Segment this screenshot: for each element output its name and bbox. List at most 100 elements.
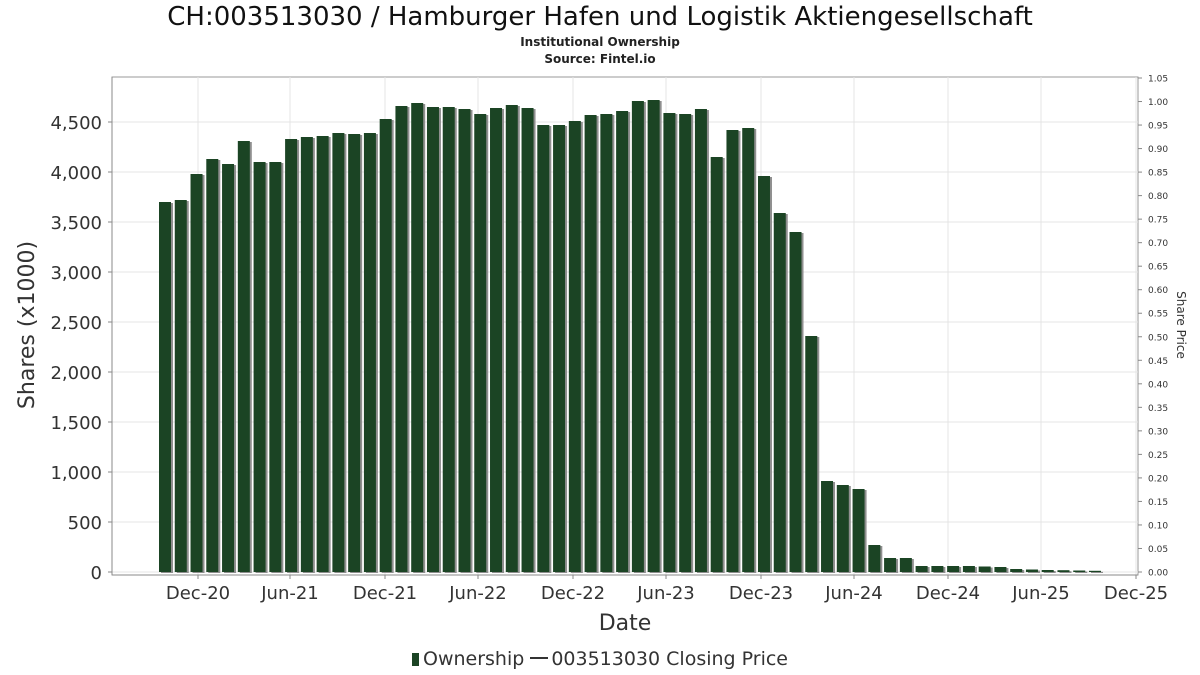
bar [348,134,361,572]
y-tick-label: 500 [68,513,102,534]
bar [426,107,439,572]
y2-tick-label: 0.65 [1148,263,1168,273]
bar [332,133,345,572]
bar [821,481,834,572]
bar [568,121,581,572]
bar [931,566,944,572]
bar [805,336,818,572]
bar-shadow [1091,571,1103,573]
bar [915,566,928,572]
bar [174,200,187,572]
y2-tick-label: 0.55 [1148,310,1168,320]
bar [584,115,597,572]
y2-tick-label: 1.05 [1148,75,1168,85]
bar [600,114,613,572]
bar [442,107,455,572]
bar [206,159,219,572]
y-tick-label: 0 [91,563,102,584]
x-tick-label: Jun-23 [636,583,695,604]
y-tick-label: 3,500 [50,213,102,234]
bar [789,232,802,572]
y-tick-label: 4,500 [50,113,102,134]
bar [285,139,298,572]
bar [1010,569,1023,572]
bar [222,164,235,572]
bar [379,119,392,572]
bar-shadow [1075,571,1088,573]
y2-tick-label: 0.60 [1148,286,1168,296]
y2-tick-label: 0.75 [1148,216,1168,226]
y2-tick-label: 0.15 [1148,498,1168,508]
y2-tick-label: 0.10 [1148,521,1168,531]
bar [505,105,518,572]
x-tick-label: Jun-24 [824,583,883,604]
chart-title: CH:003513030 / Hamburger Hafen und Logis… [167,2,1033,32]
bar [253,162,266,572]
bar [679,114,692,572]
bar [1073,570,1086,572]
bar [947,566,960,572]
y2-tick-label: 0.40 [1148,380,1168,390]
bar [269,162,282,572]
bar-shadow [1059,571,1072,573]
bar [962,566,975,572]
bar [411,103,424,572]
legend-ownership-swatch [411,653,419,666]
chart-source: Source: Fintel.io [544,52,656,66]
bar [537,125,550,572]
bar [663,113,676,572]
x-tick-label: Dec-25 [1104,583,1168,604]
legend-price-label: 003513030 Closing Price [551,648,788,670]
y2-tick-label: 0.25 [1148,451,1168,461]
bar [395,106,408,572]
x-tick-label: Dec-21 [353,583,417,604]
x-tick-label: Jun-22 [448,583,507,604]
bar [300,137,313,572]
bar [316,136,329,572]
y2-tick-label: 0.50 [1148,333,1168,343]
legend: Ownership 003513030 Closing Price [0,648,1200,670]
y-tick-label: 2,000 [50,363,102,384]
bar [521,108,534,572]
x-tick-label: Jun-21 [260,583,319,604]
bar [490,108,503,572]
bar [978,566,991,572]
bar [631,101,644,572]
bar [1025,569,1038,572]
bar [474,114,487,572]
bar [899,558,912,572]
bar [710,157,723,572]
bar [994,567,1007,572]
bar [742,128,755,572]
bar [773,213,786,572]
bar [1041,570,1054,572]
bar [190,174,203,572]
y-tick-label: 1,500 [50,413,102,434]
y2-tick-label: 0.80 [1148,192,1168,202]
y2-tick-label: 0.45 [1148,357,1168,367]
bar [694,109,707,572]
x-tick-label: Dec-22 [541,583,605,604]
y2-tick-label: 0.85 [1148,169,1168,179]
bar [1089,570,1101,572]
y2-tick-label: 0.90 [1148,145,1168,155]
y2-tick-label: 0.05 [1148,545,1168,555]
bar [458,109,471,572]
y-tick-label: 4,000 [50,163,102,184]
legend-price-line-icon [530,657,549,659]
chart-subtitle: Institutional Ownership [520,35,680,49]
bar [884,558,897,572]
x-tick-label: Dec-20 [166,583,230,604]
bar [363,133,376,572]
y2-tick-label: 0.30 [1148,427,1168,437]
x-axis-title: Date [599,611,652,636]
y2-tick-label: 0.20 [1148,474,1168,484]
y-tick-label: 3,000 [50,263,102,284]
x-tick-label: Jun-25 [1011,583,1070,604]
y-axis-title: Shares (x1000) [15,241,40,409]
bar [757,176,770,572]
bar [836,485,849,572]
x-tick-label: Dec-23 [729,583,793,604]
y2-tick-label: 0.70 [1148,239,1168,249]
